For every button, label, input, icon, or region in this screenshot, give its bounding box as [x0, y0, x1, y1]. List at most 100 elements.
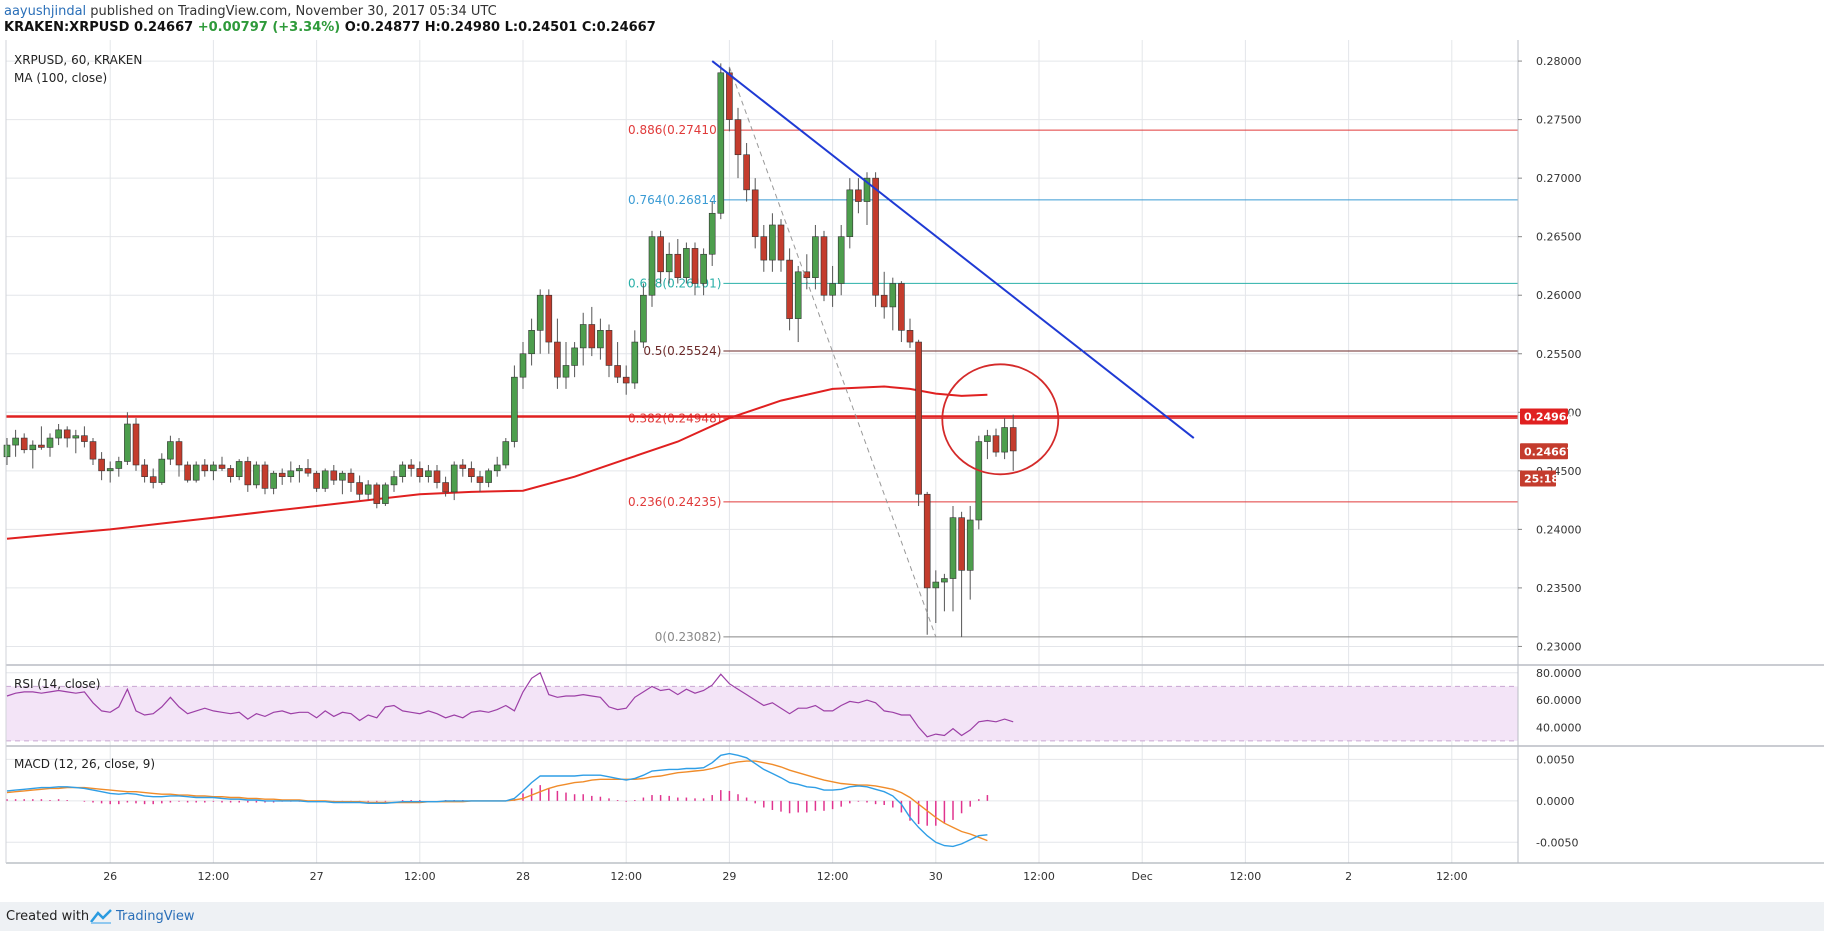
- candle-body-3: [29, 444, 37, 451]
- candle-body-10: [89, 441, 97, 460]
- candle-body-98: [846, 189, 854, 237]
- time-axis[interactable]: 26 12:00 27 12:00 28 12:00 29 12:00 30 12:00 Dec 12…: [103, 870, 1467, 883]
- price-axis[interactable]: 0.28000 0.27500 0.27000 0.26500 0.26000 0.255…: [1518, 55, 1582, 849]
- candle-body-68: [588, 324, 596, 349]
- candle-11: [98, 452, 105, 481]
- open-value: 0.24877: [361, 20, 421, 35]
- candle-body-15: [132, 423, 140, 466]
- tradingview-link[interactable]: TradingView: [116, 909, 195, 924]
- candle-body-70: [605, 330, 613, 366]
- candle-body-9: [81, 435, 88, 442]
- candle-body-117: [1009, 427, 1017, 452]
- candle-72: [622, 365, 630, 395]
- fib-label-2: 0.618(0.26101): [628, 276, 721, 290]
- candle-8: [72, 429, 80, 454]
- candle-108: [932, 570, 940, 624]
- price-tag-label-0: 0.24964: [1524, 411, 1574, 424]
- candle-body-42: [364, 484, 372, 495]
- candle-body-80: [691, 248, 699, 284]
- candle-15: [132, 418, 140, 471]
- price-tag-label-1: 0.24667: [1524, 445, 1574, 458]
- candle-117: [1009, 414, 1017, 471]
- candle-body-92: [794, 271, 802, 319]
- candle-7: [63, 426, 71, 448]
- time-tick-label-6: 29: [722, 870, 736, 883]
- candle-16: [141, 459, 148, 483]
- candle-body-60: [519, 353, 527, 378]
- candle-4: [38, 426, 45, 450]
- pane-separators[interactable]: [5, 40, 1824, 864]
- price-tick-label-0: 0.28000: [1536, 55, 1582, 68]
- chart-canvas[interactable]: 0.886(0.27410) 0.764(0.26814) 0.618(0.2610…: [0, 40, 1824, 902]
- candle-85: [734, 107, 742, 179]
- candle-31: [270, 470, 277, 495]
- candle-103: [889, 277, 897, 331]
- trend-line[interactable]: [711, 60, 1195, 439]
- candle-84: [726, 66, 733, 132]
- low-label: L:: [500, 20, 519, 35]
- candle-body-18: [158, 458, 166, 483]
- candle-106: [915, 339, 922, 506]
- candle-body-0: [3, 444, 11, 458]
- candle-73: [631, 330, 639, 389]
- time-tick-label-13: 12:00: [1436, 870, 1468, 883]
- author-link[interactable]: aayushjindal: [4, 4, 87, 19]
- candle-body-109: [941, 578, 948, 583]
- candle-body-20: [175, 441, 183, 466]
- candle-23: [201, 459, 209, 477]
- candle-body-113: [975, 441, 983, 521]
- low-value: 0.24501: [518, 20, 578, 35]
- rsi-line: [6, 671, 1014, 738]
- candle-body-29: [253, 464, 260, 486]
- highlight-circle[interactable]: [941, 363, 1060, 476]
- candle-body-49: [425, 470, 432, 477]
- candle-25: [218, 456, 226, 471]
- high-value: 0.24980: [440, 20, 501, 35]
- candle-body-95: [820, 236, 828, 296]
- candle-0: [3, 438, 11, 465]
- rsi-tick-label-0: 80.0000: [1536, 667, 1582, 680]
- candle-48: [416, 461, 424, 483]
- candle-68: [588, 306, 596, 357]
- fibonacci-anchor-line[interactable]: [728, 66, 937, 638]
- candle-body-84: [726, 72, 733, 120]
- candle-body-77: [665, 253, 673, 273]
- candle-body-34: [296, 468, 303, 472]
- candle-body-8: [72, 435, 80, 439]
- candle-82: [708, 201, 716, 266]
- candle-50: [433, 464, 441, 489]
- price-tag-0: [1520, 408, 1568, 425]
- candle-body-89: [769, 224, 776, 261]
- candle-body-99: [855, 189, 862, 202]
- candle-96: [829, 265, 836, 307]
- candle-body-24: [210, 464, 217, 472]
- macd-pane: [6, 752, 989, 848]
- candle-body-105: [906, 330, 914, 343]
- candle-body-57: [493, 464, 501, 472]
- price-tick-label-3: 0.26500: [1536, 231, 1582, 244]
- candle-60: [519, 342, 527, 389]
- candle-body-37: [321, 470, 329, 489]
- candle-body-44: [382, 484, 389, 504]
- candle-65: [562, 342, 570, 389]
- candle-body-52: [450, 464, 458, 493]
- candle-95: [820, 230, 828, 302]
- candle-body-66: [571, 347, 578, 366]
- candle-30: [261, 461, 269, 495]
- price-tick-label-1: 0.27500: [1536, 114, 1582, 127]
- candle-58: [502, 438, 510, 469]
- candle-body-55: [476, 476, 484, 483]
- candle-body-48: [416, 468, 424, 477]
- candle-101: [872, 172, 879, 307]
- price-tick-label-8: 0.24000: [1536, 523, 1582, 536]
- candle-body-63: [545, 294, 553, 343]
- chart-header: aayushjindal published on TradingView.co…: [0, 0, 1824, 40]
- candle-93: [803, 254, 811, 290]
- candle-body-65: [562, 365, 570, 378]
- time-tick-label-1: 12:00: [198, 870, 230, 883]
- candle-body-79: [683, 248, 690, 278]
- candle-57: [493, 456, 501, 477]
- candle-43: [373, 482, 381, 509]
- price-tick-label-10: 0.23000: [1536, 640, 1582, 653]
- candle-body-91: [786, 259, 793, 319]
